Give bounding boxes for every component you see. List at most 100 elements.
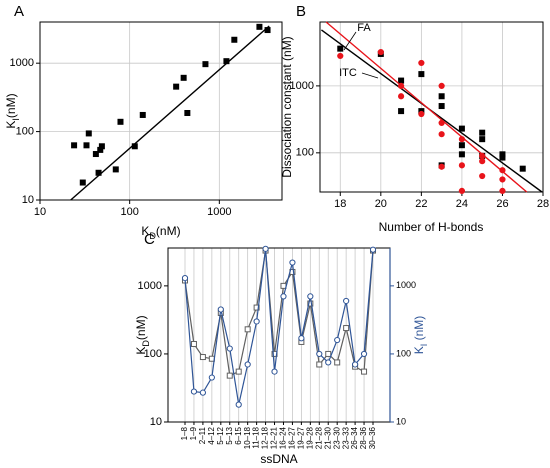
- point: [438, 131, 445, 138]
- series-line: [184, 248, 374, 405]
- point: [458, 151, 465, 158]
- axis-label-part: K: [141, 224, 149, 238]
- x-tick-label: 12–18: [261, 426, 270, 449]
- plot-frame: [39, 21, 283, 201]
- fit-line: [325, 21, 528, 193]
- x-tick-label: 100: [120, 206, 138, 218]
- axis-label: KI(nM): [4, 93, 21, 128]
- y2-tick-label: 100: [396, 348, 411, 358]
- point: [479, 129, 486, 136]
- x-tick-label: 5–12: [216, 426, 225, 444]
- x-tick-label: 20: [375, 198, 387, 210]
- point: [231, 36, 238, 43]
- point: [181, 275, 189, 282]
- point: [316, 350, 323, 358]
- point: [458, 187, 466, 195]
- x-tick-label: 6–15: [234, 426, 243, 444]
- point: [244, 326, 251, 333]
- point: [438, 82, 445, 89]
- x-tick-label: 24: [456, 198, 468, 210]
- point: [398, 108, 405, 115]
- fit-line: [70, 25, 270, 201]
- x-tick-label: 28–36: [359, 426, 368, 449]
- point: [369, 246, 377, 253]
- x-tick-label: 26: [496, 198, 508, 210]
- point: [418, 59, 425, 67]
- y-tick-label: 100: [296, 147, 314, 159]
- point: [325, 350, 332, 357]
- x-tick-label: 23–30: [332, 426, 341, 449]
- y-tick-label: 10: [150, 416, 162, 428]
- point: [479, 136, 486, 143]
- point: [139, 111, 146, 118]
- point: [85, 130, 92, 137]
- point: [458, 142, 465, 149]
- point: [343, 297, 350, 305]
- leader-line: [343, 31, 357, 51]
- point: [180, 74, 187, 81]
- point: [398, 77, 405, 84]
- point: [262, 245, 269, 252]
- axis-label-part: D: [149, 231, 156, 241]
- point: [131, 143, 138, 150]
- x-tick-label: 19–28: [305, 426, 314, 449]
- point: [253, 304, 260, 311]
- x-tick-label: 2–11: [198, 426, 207, 444]
- point: [458, 162, 466, 169]
- axis-label: ssDNA: [260, 452, 297, 466]
- point: [217, 306, 224, 313]
- annotation: ITC: [339, 67, 357, 79]
- x-tick-label: 10–18: [243, 426, 252, 449]
- point: [438, 163, 445, 170]
- x-tick-label: 21–28: [314, 426, 323, 449]
- point: [337, 45, 344, 52]
- x-tick-label: 11–18: [252, 426, 261, 448]
- x-tick-label: 1–8: [180, 426, 189, 440]
- x-tick-label: 28: [537, 198, 549, 210]
- x-tick-label: 1000: [207, 206, 231, 218]
- panel-label: B: [296, 3, 306, 20]
- y-tick-label: 100: [16, 125, 34, 137]
- point: [184, 109, 191, 116]
- y2-tick-label: 1000: [396, 280, 416, 290]
- y2-tick-label: 10: [396, 416, 406, 426]
- point: [202, 61, 209, 68]
- point: [458, 136, 466, 143]
- point: [83, 142, 90, 149]
- point: [360, 350, 368, 358]
- point: [244, 361, 251, 368]
- point: [325, 359, 332, 366]
- point: [479, 152, 486, 159]
- y-tick-label: 10: [22, 194, 34, 206]
- point: [235, 368, 242, 375]
- point: [519, 165, 526, 172]
- point: [199, 389, 207, 396]
- x-tick-label: 12–21: [270, 426, 279, 449]
- point: [226, 372, 233, 379]
- point: [173, 83, 180, 90]
- point: [397, 93, 405, 100]
- x-tick-label: 4–12: [207, 426, 216, 444]
- point: [499, 187, 506, 195]
- axis-label: Dissociation constant (nM): [280, 36, 294, 177]
- axis-label: KD(nM): [134, 315, 151, 354]
- x-tick-label: 1–9: [189, 426, 198, 440]
- point: [190, 340, 197, 347]
- axis-label-part: (nM): [412, 316, 426, 344]
- point: [337, 52, 344, 60]
- point: [377, 48, 384, 56]
- series-line: [184, 250, 374, 377]
- axis-label: Number of H-bonds: [379, 220, 484, 234]
- point: [418, 110, 425, 118]
- point: [334, 359, 341, 366]
- point: [307, 293, 314, 300]
- point: [235, 401, 242, 408]
- point: [271, 368, 278, 375]
- y-tick-label: 100: [144, 348, 162, 360]
- point: [92, 151, 99, 158]
- point: [289, 259, 296, 266]
- axis-label-part: D: [141, 340, 151, 347]
- x-tick-label: 26–34: [350, 426, 359, 449]
- y-tick-label: 1000: [138, 280, 162, 292]
- y-tick-label: 1000: [10, 57, 34, 69]
